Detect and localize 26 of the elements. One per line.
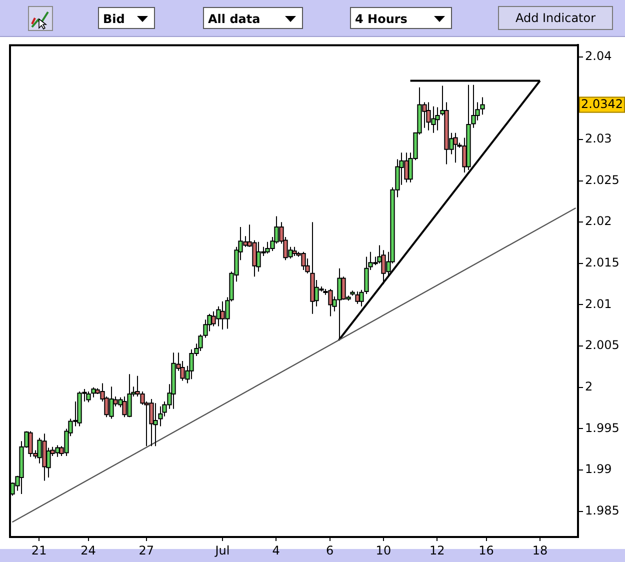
text: All data	[208, 12, 260, 26]
text: 2.0342	[581, 96, 623, 111]
x-tick-label: 6	[326, 543, 334, 558]
y-tick-label: 2.02	[585, 214, 612, 228]
x-tick-label: 24	[80, 543, 96, 558]
x-tick-label: 27	[138, 543, 154, 558]
y-tick-label: 2.025	[585, 172, 620, 187]
y-tick-label: 2	[585, 380, 593, 394]
y-tick-label: 2.005	[585, 338, 620, 352]
x-tick-label: Jul	[214, 543, 230, 558]
x-tick-label: 18	[532, 543, 548, 558]
x-tick-label: 10	[376, 543, 392, 558]
text: 4 Hours	[355, 12, 408, 26]
y-tick-label: 2.015	[585, 256, 620, 270]
y-tick-label: 2.01	[585, 296, 612, 311]
x-tick-label: 12	[429, 543, 445, 558]
y-tick-label: 2.04	[585, 48, 612, 63]
y-tick-label: 1.985	[585, 504, 620, 518]
x-tick-label: 4	[272, 543, 280, 558]
text: Bid	[103, 12, 125, 26]
y-tick-label: 1.995	[585, 420, 620, 435]
text: Add Indicator	[515, 11, 596, 25]
x-tick-label: 21	[31, 543, 47, 558]
x-tick-label: 16	[478, 543, 494, 558]
y-tick-label: 2.03	[585, 132, 612, 146]
y-tick-label: 1.99	[585, 462, 612, 476]
